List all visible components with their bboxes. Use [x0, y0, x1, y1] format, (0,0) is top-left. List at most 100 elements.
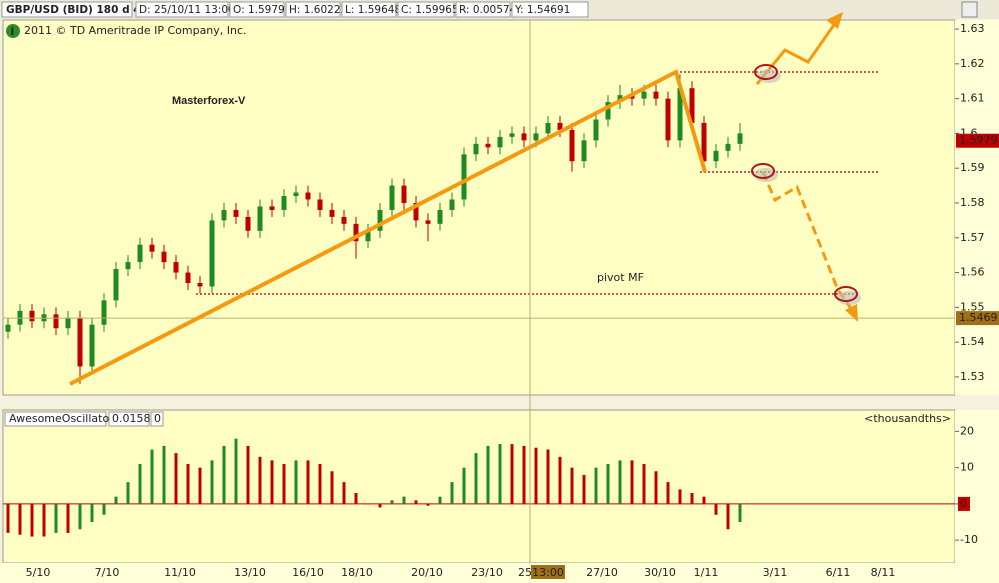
osc-bar — [666, 482, 670, 504]
y-tick-label: -10 — [960, 533, 978, 546]
candle-body — [293, 192, 299, 197]
x-tick-label: 23/10 — [471, 566, 503, 579]
osc-bar — [654, 471, 658, 504]
candle-body — [137, 244, 143, 263]
candle-body — [245, 216, 251, 231]
osc-bar — [42, 503, 46, 537]
price-tag — [956, 311, 999, 326]
drawings — [69, 12, 880, 563]
osc-bar — [318, 464, 322, 504]
osc-bar — [498, 444, 502, 504]
candle-body — [53, 314, 59, 329]
osc-bar — [402, 496, 406, 504]
field-box — [455, 1, 511, 18]
osc-bar — [138, 464, 142, 504]
print-button[interactable] — [961, 1, 978, 18]
symbol-box[interactable] — [1, 1, 133, 18]
price-tag-label: 1.5469 — [959, 311, 998, 324]
header-field: R: 0.00574 — [459, 4, 517, 16]
y-tick-label: 1.59 — [960, 161, 985, 174]
candle-body — [353, 223, 359, 242]
pivot-label: pivot MF — [597, 271, 644, 284]
candle-body — [533, 133, 539, 141]
osc-bar — [678, 489, 682, 504]
osc-bar — [354, 493, 358, 504]
header-field: C: 1.59965 — [401, 4, 459, 16]
candle-body — [185, 272, 191, 283]
candle-body — [317, 199, 323, 210]
x-tick-label: 3/11 — [763, 566, 788, 579]
candle-body — [557, 122, 563, 130]
x-tick-label: 27/10 — [586, 566, 618, 579]
osc-bar — [606, 464, 610, 504]
candle-body — [329, 209, 335, 217]
y-tick-label: 1.58 — [960, 196, 985, 209]
candle-body — [737, 133, 743, 144]
candle-body — [665, 98, 671, 141]
header-field: H: 1.60222 — [289, 4, 347, 16]
osc-bar — [126, 482, 130, 504]
candle-body — [701, 122, 707, 162]
x-tick-label: 13/10 — [234, 566, 266, 579]
candle-body — [449, 199, 455, 210]
osc-bar — [270, 460, 274, 504]
candle-body — [173, 262, 179, 273]
candle-body — [89, 324, 95, 367]
marker — [751, 163, 775, 179]
osc-bar — [414, 500, 418, 504]
crosshair-time-box — [531, 565, 565, 579]
candle-body — [269, 206, 275, 210]
osc-bar — [246, 445, 250, 504]
candle-body — [149, 244, 155, 252]
y-tick-label: 20 — [960, 424, 974, 437]
x-tick-label: 16/10 — [292, 566, 324, 579]
osc-bar — [186, 464, 190, 504]
candle-body — [233, 209, 239, 217]
candle-body — [65, 317, 71, 329]
osc-bar — [510, 444, 514, 504]
candle-body — [389, 185, 395, 210]
field-box — [229, 1, 285, 18]
osc-bar — [282, 464, 286, 504]
osc-bar — [366, 503, 370, 505]
candle-body — [425, 220, 431, 224]
candle-body — [305, 192, 311, 200]
osc-bar — [258, 456, 262, 504]
osc-bar — [450, 482, 454, 504]
candle-body — [713, 150, 719, 162]
x-tick-label: 18/10 — [341, 566, 373, 579]
copyright: 2011 © TD Ameritrade IP Company, Inc. — [24, 24, 247, 37]
candle-body — [593, 119, 599, 141]
osc-readout: 0.0158 — [112, 412, 151, 425]
osc-readout2: 0 — [154, 412, 161, 425]
osc-readout-box — [108, 411, 150, 427]
marker — [754, 64, 778, 80]
candle-body — [197, 282, 203, 287]
osc-bar — [570, 467, 574, 504]
marks: 1.5979 1.5469 — [3, 74, 999, 537]
osc-bar — [198, 467, 202, 504]
osc-bar — [426, 503, 430, 506]
x-tick-label: 30/10 — [644, 566, 676, 579]
info-icon[interactable] — [6, 24, 20, 38]
candle-body — [473, 143, 479, 155]
osc-readout2-box — [150, 411, 164, 427]
osc-title-box — [4, 411, 107, 427]
osc-bar — [594, 467, 598, 504]
y-tick-label: 1.56 — [960, 266, 985, 279]
osc-bar — [630, 460, 634, 504]
candle-body — [77, 317, 83, 367]
candle-body — [521, 133, 527, 141]
field-box — [511, 1, 589, 18]
osc-panel — [2, 409, 956, 564]
info-i: i — [11, 25, 15, 38]
osc-bar — [642, 464, 646, 504]
candle-body — [509, 133, 515, 137]
symbol: GBP/USD (BID) 180 d 4h — [6, 4, 148, 16]
candle-body — [485, 143, 491, 148]
candle-body — [221, 209, 227, 221]
osc-bar — [330, 471, 334, 504]
field-box — [285, 1, 341, 18]
osc-bar — [618, 460, 622, 504]
candle-body — [581, 140, 587, 162]
